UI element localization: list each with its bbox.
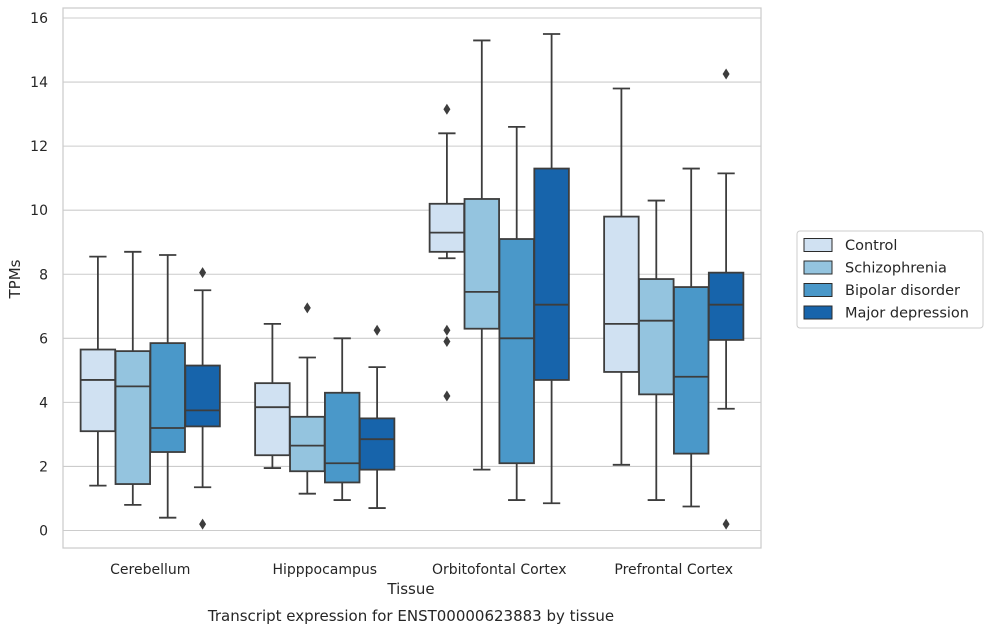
y-tick-label: 12	[30, 139, 48, 155]
outlier-point	[443, 324, 451, 336]
box	[498, 238, 535, 465]
legend-label: Bipolar disorder	[845, 283, 960, 299]
y-tick-label: 14	[30, 75, 48, 91]
legend-swatch	[803, 260, 833, 275]
y-axis-label: TPMs	[6, 259, 24, 299]
outlier-point	[303, 302, 311, 314]
box	[428, 202, 466, 253]
box-group	[184, 267, 221, 530]
box-group	[603, 87, 640, 466]
box	[114, 350, 151, 485]
x-tick-label: Cerebellum	[110, 562, 190, 578]
box	[324, 391, 361, 484]
chart-caption: Transcript expression for ENST0000062388…	[207, 607, 614, 625]
plot-boxes	[79, 33, 745, 530]
x-axis-label: Tissue	[386, 580, 434, 598]
y-tick-label: 16	[30, 11, 48, 27]
box-group	[638, 199, 675, 501]
y-tick-label: 2	[39, 459, 48, 475]
box-group	[463, 39, 500, 471]
x-tick-label: Hipppocampus	[272, 562, 377, 578]
box-group	[149, 254, 186, 519]
box-group	[498, 126, 535, 501]
box-group	[79, 255, 117, 487]
legend-label: Control	[845, 238, 897, 254]
box-group	[673, 167, 710, 508]
box-group	[254, 322, 291, 469]
box	[79, 348, 117, 433]
box	[463, 198, 500, 330]
outlier-point	[373, 324, 381, 336]
box	[638, 278, 675, 396]
box	[673, 286, 710, 455]
box	[603, 215, 640, 373]
y-tick-label: 0	[39, 524, 48, 540]
legend-label: Schizophrenia	[845, 261, 947, 277]
y-tick-label: 4	[39, 395, 48, 411]
box-group	[707, 68, 745, 530]
outlier-point	[199, 267, 207, 279]
box-group	[533, 33, 570, 505]
box-group	[324, 337, 361, 501]
outlier-point	[443, 336, 451, 348]
outlier-point	[199, 518, 207, 530]
box	[707, 271, 745, 341]
legend-label: Major depression	[845, 306, 969, 322]
legend: Control Schizophrenia Bipolar disorder Majo…	[796, 230, 984, 329]
x-axis-ticks: Cerebellum Hipppocampus Orbitofontal Corte…	[110, 562, 733, 578]
box	[533, 167, 570, 381]
box	[149, 342, 186, 453]
legend-swatch	[803, 283, 833, 297]
box-group	[289, 302, 326, 495]
y-tick-label: 10	[30, 203, 48, 219]
box-group	[114, 250, 151, 506]
outlier-point	[722, 518, 730, 530]
x-tick-label: Prefrontal Cortex	[614, 562, 733, 578]
y-tick-label: 6	[39, 331, 48, 347]
box	[254, 382, 291, 457]
box-group	[428, 103, 466, 402]
y-tick-label: 8	[39, 267, 48, 283]
legend-swatch	[803, 305, 833, 320]
outlier-point	[722, 68, 730, 80]
outlier-point	[443, 390, 451, 402]
plot-area-frame	[62, 7, 762, 549]
box-group	[358, 324, 396, 509]
legend-swatch	[803, 238, 833, 252]
box	[358, 417, 396, 471]
x-tick-label: Orbitofontal Cortex	[432, 562, 567, 578]
y-axis-ticks: 0 2 4 6 8 10 12 14 16	[30, 11, 48, 540]
box	[184, 364, 221, 428]
legend-frame	[796, 230, 984, 329]
outlier-point	[443, 103, 451, 115]
box	[289, 415, 326, 473]
